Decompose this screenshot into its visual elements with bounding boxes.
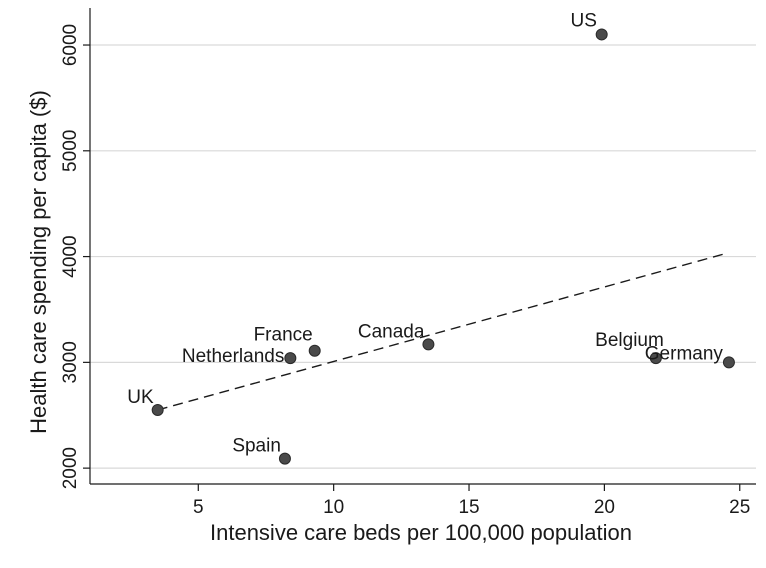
- data-point-netherlands: [284, 352, 297, 365]
- axes: 2000 3000 4000 5000 6000 5 10 15 20 25: [60, 8, 756, 518]
- data-point-belgium: [649, 352, 662, 365]
- point-label-germany: Germany: [645, 343, 724, 364]
- x-tick-label-15: 15: [458, 497, 479, 518]
- x-tick-label-20: 20: [594, 497, 615, 518]
- x-tick-label-25: 25: [729, 497, 750, 518]
- point-label-spain: Spain: [232, 436, 281, 457]
- grid-lines: [90, 44, 756, 469]
- trend-line: [157, 252, 727, 411]
- x-axis-title: Intensive care beds per 100,000 populati…: [210, 520, 632, 545]
- point-label-netherlands: Netherlands: [182, 346, 284, 367]
- trend-line-group: [157, 252, 727, 411]
- point-label-uk: UK: [127, 387, 154, 408]
- data-point-germany: [722, 356, 735, 369]
- y-tick-label-5000: 5000: [60, 130, 81, 172]
- point-label-us: US: [570, 10, 596, 31]
- data-points: [151, 28, 735, 465]
- y-tick-label-4000: 4000: [60, 235, 81, 277]
- data-point-france: [308, 344, 321, 357]
- y-tick-label-3000: 3000: [60, 341, 81, 383]
- y-tick-label-6000: 6000: [60, 24, 81, 66]
- data-point-uk: [151, 403, 164, 416]
- point-label-canada: Canada: [358, 321, 425, 342]
- point-label-france: France: [254, 325, 313, 346]
- y-tick-label-2000: 2000: [60, 447, 81, 489]
- x-tick-label-5: 5: [193, 497, 204, 518]
- data-point-canada: [422, 338, 435, 351]
- point-label-belgium: Belgium: [595, 330, 664, 351]
- y-axis-title: Health care spending per capita ($): [26, 90, 51, 434]
- data-point-spain: [278, 452, 291, 465]
- data-point-us: [595, 28, 608, 41]
- x-tick-label-10: 10: [323, 497, 344, 518]
